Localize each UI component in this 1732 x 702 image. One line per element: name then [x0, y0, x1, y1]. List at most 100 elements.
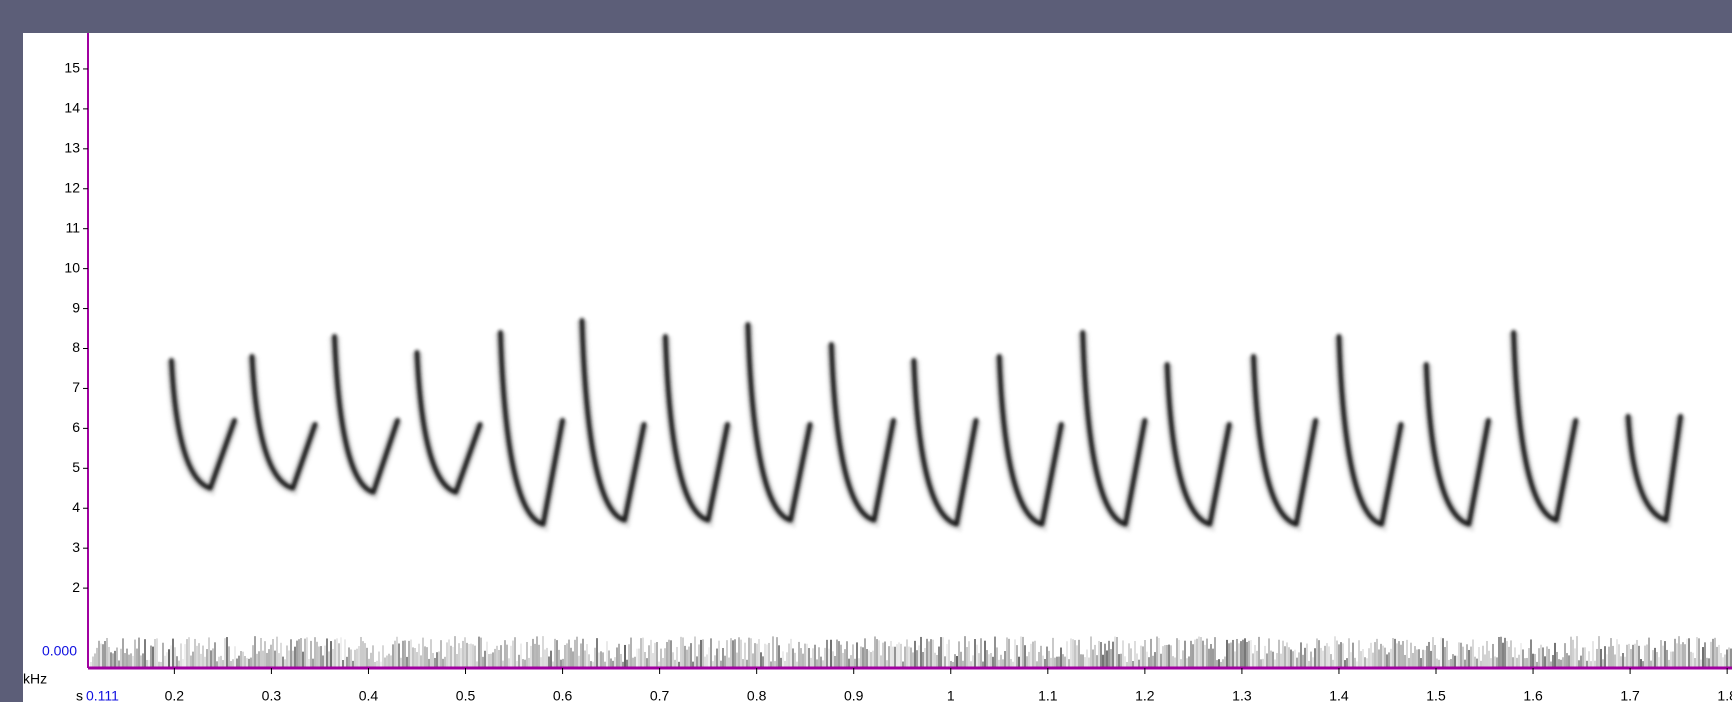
noise — [1530, 639, 1532, 668]
noise — [1050, 658, 1052, 668]
noise — [328, 651, 330, 668]
noise — [730, 638, 732, 668]
noise — [1500, 637, 1502, 668]
noise — [1106, 650, 1108, 668]
noise — [710, 638, 712, 668]
x-tick-label: 0.4 — [359, 688, 379, 702]
noise — [354, 650, 356, 668]
noise — [314, 637, 316, 668]
noise — [642, 638, 644, 668]
noise — [136, 649, 138, 668]
noise — [1664, 641, 1666, 668]
noise — [418, 644, 420, 668]
noise — [986, 650, 988, 668]
noise — [1680, 644, 1682, 668]
noise — [1388, 652, 1390, 668]
noise — [1058, 657, 1060, 668]
noise — [582, 639, 584, 668]
noise — [1102, 655, 1104, 668]
noise — [320, 646, 322, 668]
noise — [1130, 648, 1132, 668]
noise — [1468, 650, 1470, 668]
noise — [156, 638, 158, 668]
noise — [900, 644, 902, 668]
noise — [620, 654, 622, 668]
noise — [1256, 651, 1258, 668]
noise — [184, 644, 186, 668]
noise — [702, 639, 704, 668]
noise — [1368, 648, 1370, 668]
x-tick-label: 0.7 — [650, 688, 670, 702]
noise — [1120, 654, 1122, 668]
noise — [1452, 654, 1454, 668]
noise — [192, 652, 194, 668]
noise — [1588, 651, 1590, 668]
noise — [798, 642, 800, 668]
noise — [1358, 640, 1360, 668]
noise — [426, 647, 428, 668]
noise — [1692, 653, 1694, 668]
noise — [202, 646, 204, 668]
noise — [112, 653, 114, 668]
noise — [1682, 642, 1684, 668]
noise — [386, 656, 388, 668]
noise — [1616, 639, 1618, 668]
noise — [1462, 647, 1464, 668]
noise — [782, 651, 784, 668]
noise — [814, 645, 816, 668]
noise — [542, 636, 544, 668]
noise — [850, 655, 852, 668]
noise — [1244, 638, 1246, 668]
noise — [298, 639, 300, 668]
noise — [1034, 641, 1036, 668]
noise — [498, 650, 500, 668]
noise — [566, 643, 568, 668]
noise — [1472, 639, 1474, 668]
noise — [474, 646, 476, 668]
noise — [416, 652, 418, 668]
noise — [1342, 643, 1344, 668]
noise — [1378, 649, 1380, 668]
noise — [404, 640, 406, 668]
noise — [1206, 639, 1208, 668]
noise — [806, 644, 808, 668]
noise — [1406, 640, 1408, 668]
noise — [1280, 654, 1282, 668]
x-tick-label: 1.1 — [1038, 688, 1058, 702]
noise — [1604, 646, 1606, 668]
noise — [1288, 647, 1290, 668]
noise — [652, 653, 654, 668]
noise — [1416, 650, 1418, 668]
noise — [1136, 653, 1138, 668]
noise — [1278, 640, 1280, 668]
noise — [992, 657, 994, 668]
noise — [1092, 650, 1094, 668]
noise — [1636, 640, 1638, 668]
noise — [152, 647, 154, 668]
noise — [1716, 647, 1718, 668]
noise — [918, 645, 920, 668]
noise — [1486, 641, 1488, 668]
noise — [598, 653, 600, 668]
noise — [1182, 650, 1184, 668]
noise — [632, 658, 634, 668]
noise — [1352, 643, 1354, 668]
noise — [868, 650, 870, 668]
noise — [388, 654, 390, 668]
noise — [1266, 653, 1268, 668]
y-start-label: 0.000 — [42, 643, 77, 659]
noise — [334, 639, 336, 668]
noise — [1494, 657, 1496, 668]
noise — [1196, 639, 1198, 668]
noise — [1430, 651, 1432, 668]
noise — [600, 651, 602, 668]
noise — [346, 657, 348, 668]
noise — [484, 651, 486, 668]
noise — [254, 636, 256, 668]
noise — [1026, 656, 1028, 668]
noise — [1314, 648, 1316, 668]
noise — [536, 636, 538, 668]
noise — [1086, 650, 1088, 668]
noise — [1628, 644, 1630, 668]
noise — [602, 652, 604, 668]
